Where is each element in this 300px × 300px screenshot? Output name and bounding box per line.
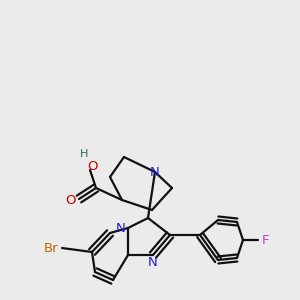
Text: O: O <box>88 160 98 172</box>
Text: N: N <box>148 256 158 269</box>
Text: O: O <box>66 194 76 208</box>
Text: Br: Br <box>44 242 58 254</box>
Text: F: F <box>262 233 269 247</box>
Text: H: H <box>80 149 88 159</box>
Text: N: N <box>116 223 126 236</box>
Text: N: N <box>150 166 160 178</box>
